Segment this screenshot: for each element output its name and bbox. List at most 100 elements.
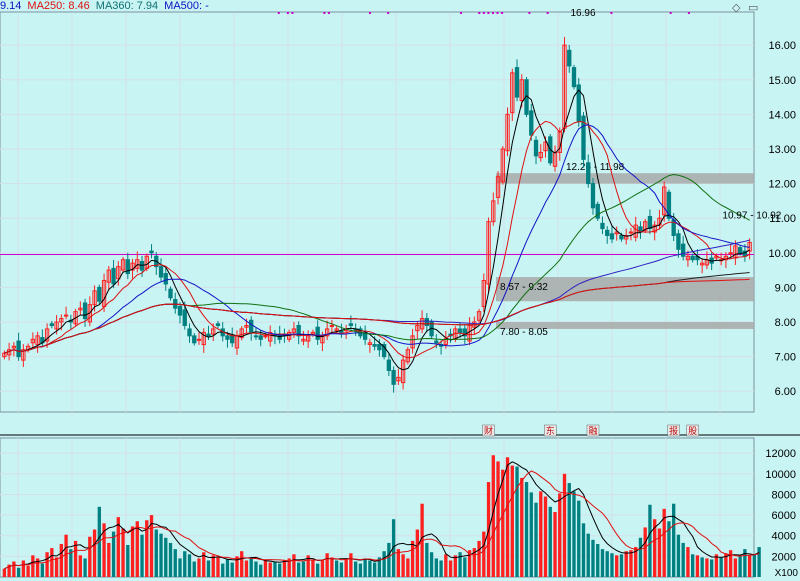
candle-body bbox=[362, 331, 368, 340]
candle-body bbox=[643, 221, 648, 231]
price-axis-tick: 8.00 bbox=[775, 317, 796, 329]
signal-dot bbox=[491, 12, 494, 14]
candle-body bbox=[476, 311, 482, 321]
candle-body bbox=[396, 376, 401, 382]
volume-bar bbox=[634, 547, 638, 577]
candle-body bbox=[633, 224, 638, 238]
window-icon[interactable]: ▭ bbox=[748, 2, 759, 14]
volume-bar bbox=[605, 551, 609, 577]
volume-bar bbox=[111, 531, 116, 577]
volume-bar bbox=[26, 565, 30, 577]
candle-body bbox=[538, 151, 543, 159]
volume-bar bbox=[757, 547, 761, 577]
volume-bar bbox=[747, 555, 752, 577]
volume-bar bbox=[529, 492, 533, 577]
volume-bar bbox=[534, 502, 538, 577]
ma-legend-ma250: MA250: 8.46 bbox=[27, 0, 90, 12]
candle-body bbox=[158, 266, 164, 278]
volume-bar bbox=[225, 559, 230, 577]
candle-body bbox=[600, 222, 605, 230]
event-marker-label: 报 bbox=[669, 425, 678, 437]
candle-body bbox=[567, 49, 572, 67]
price-axis-tick: 10.00 bbox=[768, 248, 796, 260]
volume-bar bbox=[387, 542, 391, 577]
volume-bar bbox=[482, 531, 486, 577]
candle-body bbox=[44, 328, 50, 342]
volume-bar bbox=[311, 559, 315, 577]
candle-body bbox=[647, 215, 653, 230]
candle-body bbox=[306, 335, 311, 342]
volume-bar bbox=[714, 554, 719, 577]
candle-body bbox=[624, 234, 629, 240]
volume-bar bbox=[415, 529, 420, 577]
signal-dot bbox=[669, 12, 672, 14]
candle-body bbox=[581, 115, 586, 160]
candle-body bbox=[514, 67, 520, 98]
candle-body bbox=[97, 286, 102, 302]
volume-bar bbox=[349, 553, 353, 577]
price-zone-label: 7.80 - 8.05 bbox=[500, 327, 548, 338]
volume-bar bbox=[458, 552, 462, 577]
candle-body bbox=[11, 345, 17, 349]
candle-body bbox=[54, 321, 59, 330]
candle-body bbox=[519, 79, 524, 102]
volume-bar bbox=[672, 503, 676, 577]
candle-body bbox=[386, 359, 392, 371]
candle-body bbox=[334, 328, 339, 332]
candle-body bbox=[628, 231, 634, 234]
candle-body bbox=[116, 266, 121, 280]
price-axis-tick: 7.00 bbox=[775, 352, 796, 364]
signal-dot bbox=[528, 12, 531, 14]
signal-dot bbox=[327, 12, 330, 14]
volume-bar bbox=[691, 554, 695, 577]
volume-bar bbox=[453, 555, 457, 577]
volume-bar bbox=[211, 555, 215, 577]
volume-bar bbox=[572, 491, 576, 577]
volume-bar bbox=[520, 477, 524, 577]
candle-body bbox=[301, 338, 306, 342]
candle-body bbox=[372, 344, 377, 347]
candle-body bbox=[605, 229, 610, 236]
main-panel-frame bbox=[0, 11, 755, 413]
price-axis-tick: 11.00 bbox=[769, 213, 796, 225]
volume-bar bbox=[102, 523, 106, 577]
candle-body bbox=[681, 243, 686, 257]
candle-body bbox=[315, 326, 320, 340]
candle-body bbox=[609, 233, 615, 240]
candle-body bbox=[2, 352, 7, 358]
event-marker-box bbox=[482, 424, 495, 437]
ma-legend-ma360: MA360: 7.94 bbox=[95, 0, 159, 12]
candle-body bbox=[619, 234, 624, 240]
volume-bar bbox=[273, 561, 277, 577]
volume-bar bbox=[130, 526, 135, 577]
volume-bar bbox=[116, 517, 120, 577]
ma20-line bbox=[4, 124, 750, 354]
volume-bar bbox=[135, 521, 139, 577]
volume-bar bbox=[78, 555, 82, 577]
price-annotation: 16.96 bbox=[571, 8, 596, 19]
candle-body bbox=[614, 231, 619, 235]
volume-axis-tick: 12000 bbox=[765, 448, 796, 460]
volume-bar bbox=[377, 557, 382, 577]
candle-body bbox=[82, 302, 88, 320]
volume-bar bbox=[681, 542, 685, 577]
candle-body bbox=[149, 250, 154, 254]
diamond-icon[interactable]: ◇ bbox=[732, 2, 741, 14]
price-zone-band bbox=[496, 322, 754, 329]
candle-body bbox=[21, 349, 26, 361]
candle-body bbox=[73, 311, 78, 325]
candle-body bbox=[495, 176, 501, 198]
volume-bar bbox=[406, 558, 410, 577]
candle-body bbox=[16, 340, 21, 358]
volume-bar bbox=[695, 555, 700, 577]
volume-bar bbox=[676, 534, 681, 577]
price-zone-label: 8.57 - 9.32 bbox=[500, 282, 548, 293]
candle-body bbox=[676, 233, 681, 250]
candle-body bbox=[543, 141, 548, 152]
volume-bar bbox=[738, 556, 742, 577]
ma5-line bbox=[4, 89, 750, 371]
volume-bar bbox=[73, 540, 78, 577]
volume-bar bbox=[524, 482, 529, 577]
volume-bar bbox=[539, 491, 543, 577]
